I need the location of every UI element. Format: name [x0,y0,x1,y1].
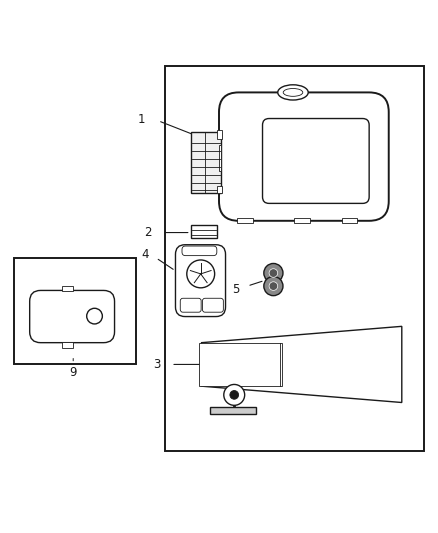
FancyBboxPatch shape [180,298,201,312]
Text: 1: 1 [138,113,145,126]
Bar [210,407,256,414]
Text: 3: 3 [153,358,160,371]
Polygon shape [201,326,402,402]
Bar [191,225,217,238]
Bar [165,66,424,451]
FancyBboxPatch shape [202,298,223,312]
FancyBboxPatch shape [182,246,217,256]
Bar [217,185,223,193]
Bar [62,286,73,292]
Circle shape [224,384,245,405]
FancyBboxPatch shape [176,245,226,317]
Text: 9: 9 [70,366,77,379]
Bar [217,130,223,139]
Text: 5: 5 [233,282,240,296]
Ellipse shape [278,85,308,100]
Bar [199,343,282,386]
Bar [237,218,253,223]
Circle shape [269,269,278,277]
Circle shape [230,391,239,399]
FancyBboxPatch shape [262,118,369,204]
Bar [191,132,221,192]
Ellipse shape [283,88,303,96]
Bar [14,258,136,365]
Text: 2: 2 [144,226,152,239]
Text: 4: 4 [141,248,148,261]
Circle shape [269,282,278,290]
Circle shape [264,277,283,296]
Bar [294,218,310,223]
Circle shape [187,260,215,288]
Circle shape [264,263,283,282]
Bar [62,342,73,348]
FancyBboxPatch shape [219,92,389,221]
Circle shape [87,308,102,324]
FancyBboxPatch shape [30,290,115,343]
Bar [219,144,221,171]
Bar [342,218,357,223]
